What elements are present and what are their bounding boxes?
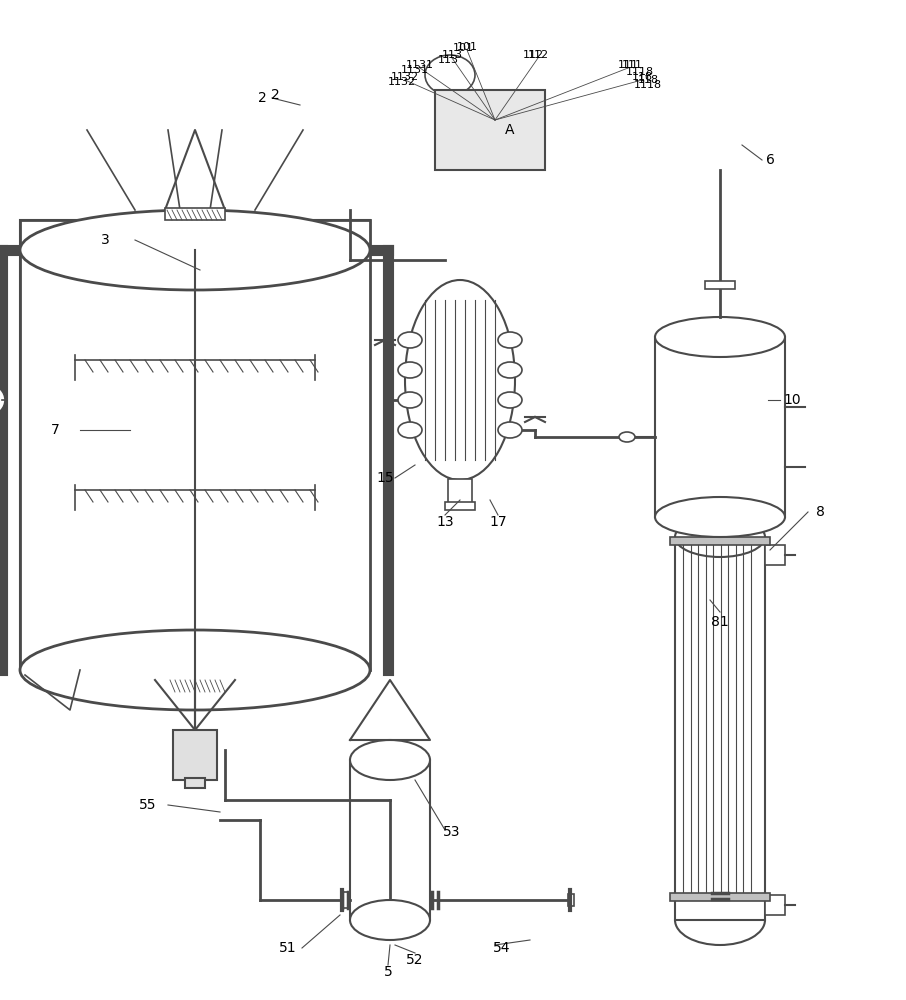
Text: 13: 13 [436,515,454,529]
Ellipse shape [655,317,785,357]
Text: 17: 17 [489,515,506,529]
Bar [435,90,545,170]
Bar [670,893,770,901]
Ellipse shape [350,900,430,940]
Ellipse shape [425,55,475,95]
Text: 101: 101 [457,42,477,52]
Text: 53: 53 [443,825,461,839]
Text: 3: 3 [101,233,110,247]
Bar [765,895,785,915]
Bar [765,545,785,565]
Bar [342,892,350,908]
Text: 81: 81 [711,615,728,629]
Bar [670,537,770,545]
Text: 1118: 1118 [626,67,654,77]
Bar [445,502,475,510]
Ellipse shape [498,422,522,438]
Text: 54: 54 [493,941,511,955]
Text: 118: 118 [638,75,659,85]
Bar [173,730,217,780]
Text: 1131: 1131 [406,60,434,70]
Text: 118: 118 [631,72,652,82]
Text: 112: 112 [527,50,548,60]
Text: 2: 2 [271,88,279,102]
Bar [20,220,370,670]
Text: 6: 6 [766,153,775,167]
Ellipse shape [498,332,522,348]
Bar [350,760,430,920]
Ellipse shape [498,392,522,408]
Bar [705,281,735,289]
Text: 113: 113 [441,50,462,60]
Text: 8: 8 [815,505,824,519]
Bar [448,479,472,505]
Ellipse shape [398,362,422,378]
Text: 112: 112 [523,50,544,60]
Bar [675,540,765,920]
Text: 2: 2 [257,91,266,105]
Bar [165,208,225,220]
Text: 111: 111 [622,60,642,70]
Ellipse shape [619,432,635,442]
Text: 15: 15 [376,471,394,485]
Ellipse shape [20,630,370,710]
Ellipse shape [398,392,422,408]
Ellipse shape [0,385,5,415]
Ellipse shape [655,497,785,537]
Ellipse shape [675,517,765,557]
Text: 7: 7 [51,423,60,437]
Text: 1118: 1118 [634,80,662,90]
Ellipse shape [498,362,522,378]
Text: A: A [506,123,515,137]
Ellipse shape [350,740,430,780]
Text: 52: 52 [406,953,424,967]
Text: 101: 101 [452,43,474,53]
Bar [655,337,785,517]
Text: 55: 55 [140,798,157,812]
Ellipse shape [398,422,422,438]
Ellipse shape [20,210,370,290]
Text: 10: 10 [783,393,801,407]
Bar [20,220,370,670]
Ellipse shape [398,332,422,348]
Text: 1131: 1131 [401,65,429,75]
Bar [568,894,574,906]
Text: 51: 51 [279,941,297,955]
Text: 1132: 1132 [390,72,419,82]
Ellipse shape [675,895,765,945]
Text: 113: 113 [438,55,458,65]
Text: 1132: 1132 [388,77,416,87]
Text: 111: 111 [618,60,639,70]
Bar [185,778,205,788]
Ellipse shape [405,280,515,480]
Text: 5: 5 [383,965,392,979]
